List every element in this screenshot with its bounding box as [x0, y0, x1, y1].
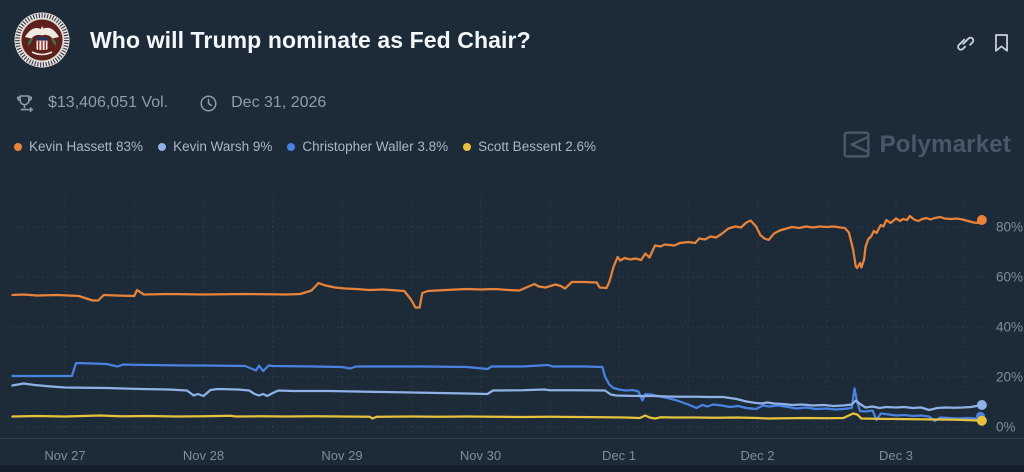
legend-label: Christopher Waller 3.8% — [302, 139, 449, 154]
svg-text:0%: 0% — [996, 420, 1016, 435]
svg-text:Nov 30: Nov 30 — [460, 448, 501, 463]
legend-item-christopher-waller[interactable]: Christopher Waller 3.8% — [287, 139, 448, 154]
legend-dot-icon — [463, 142, 472, 151]
legend-item-kevin-warsh[interactable]: Kevin Warsh 9% — [158, 139, 272, 154]
svg-text:80%: 80% — [996, 220, 1023, 235]
page-title: Who will Trump nominate as Fed Chair? — [90, 26, 531, 53]
legend-label: Scott Bessent 2.6% — [478, 139, 596, 154]
svg-text:Nov 28: Nov 28 — [183, 448, 224, 463]
legend-dot-icon — [158, 142, 167, 151]
bottom-card-edge — [0, 465, 1024, 472]
svg-text:Dec 1: Dec 1 — [602, 448, 636, 463]
trophy-icon — [16, 95, 34, 113]
polymarket-watermark-text: Polymarket — [879, 130, 1011, 158]
federal-reserve-seal-logo — [14, 12, 70, 68]
volume-text: $13,406,051 Vol. — [48, 94, 169, 111]
legend-item-kevin-hassett[interactable]: Kevin Hassett 83% — [14, 139, 143, 154]
bookmark-icon[interactable] — [992, 32, 1011, 53]
polymarket-watermark: Polymarket — [842, 130, 1011, 159]
svg-text:60%: 60% — [996, 270, 1023, 285]
svg-text:40%: 40% — [996, 320, 1023, 335]
market-header: Who will Trump nominate as Fed Chair? — [14, 12, 531, 68]
legend-dot-icon — [14, 142, 22, 151]
svg-text:Nov 29: Nov 29 — [321, 448, 362, 463]
chart-legend: Kevin Hassett 83% Kevin Warsh 9% Christo… — [14, 139, 596, 154]
svg-text:Dec 3: Dec 3 — [879, 448, 913, 463]
polymarket-logo-icon — [843, 131, 870, 158]
legend-item-scott-bessent[interactable]: Scott Bessent 2.6% — [463, 139, 596, 154]
end-date-text: Dec 31, 2026 — [231, 94, 327, 111]
legend-label: Kevin Warsh 9% — [173, 139, 273, 154]
svg-text:Nov 27: Nov 27 — [44, 448, 85, 463]
legend-label: Kevin Hassett 83% — [29, 139, 144, 154]
market-stats: $13,406,051 Vol. Dec 31, 2026 — [14, 92, 326, 114]
svg-text:Dec 2: Dec 2 — [741, 448, 775, 463]
copy-link-icon[interactable] — [954, 32, 975, 53]
svg-text:20%: 20% — [996, 370, 1023, 385]
clock-icon — [200, 94, 217, 112]
legend-dot-icon — [287, 142, 296, 151]
